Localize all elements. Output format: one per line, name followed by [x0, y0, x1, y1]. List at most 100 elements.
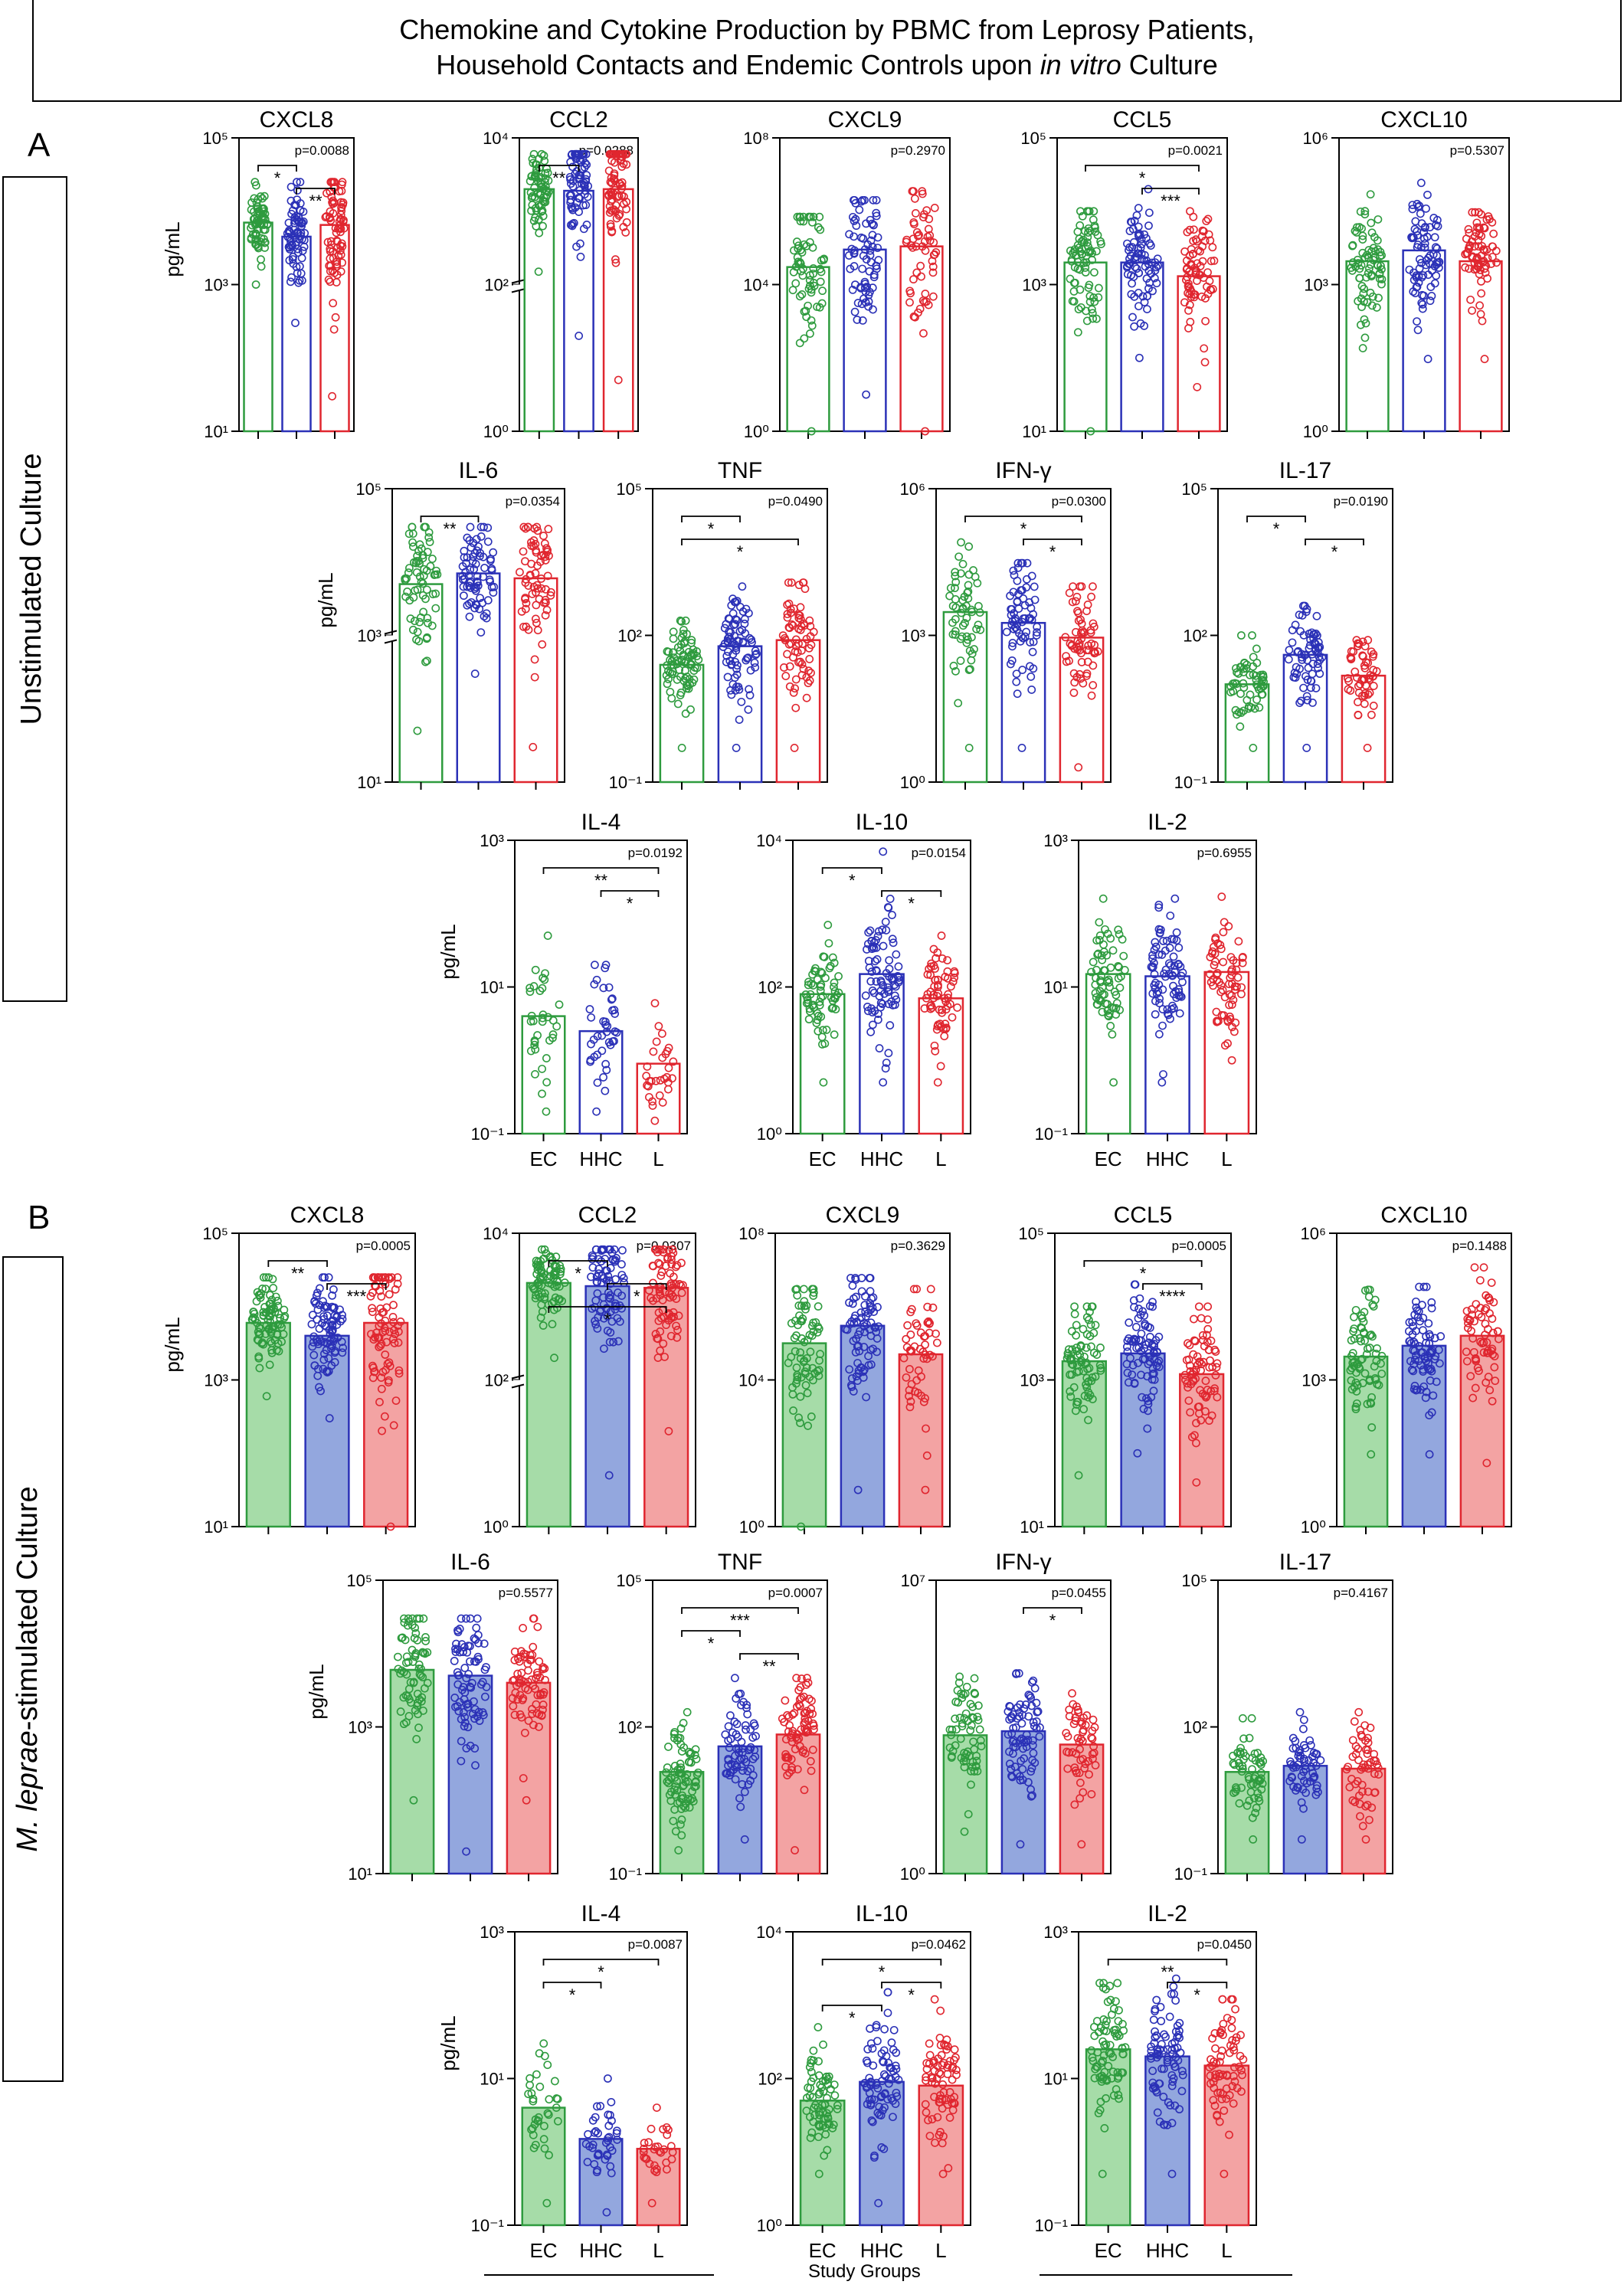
- data-point-ec: [534, 267, 543, 277]
- data-point-ec: [1082, 251, 1091, 260]
- data-point-hhc: [862, 219, 871, 228]
- data-point-hhc: [866, 926, 875, 935]
- data-point-ec: [1085, 207, 1094, 216]
- data-point-ec: [1089, 957, 1098, 967]
- data-point-ec: [1076, 221, 1085, 230]
- p-value-label: p=0.0087: [628, 1937, 683, 1952]
- data-point-ec: [531, 172, 540, 182]
- data-point-hhc: [848, 285, 857, 294]
- y-tick-label: 10⁴: [738, 1371, 765, 1390]
- data-point-ec: [1087, 1342, 1095, 1351]
- y-tick-label: 10³: [901, 627, 925, 646]
- data-point-ec: [422, 585, 431, 594]
- data-point-ec: [393, 1652, 402, 1661]
- data-point-l: [1189, 212, 1198, 221]
- significance-bracket: [1085, 165, 1200, 172]
- data-point-ec: [1089, 215, 1098, 224]
- data-point-hhc: [1151, 938, 1160, 947]
- data-point-l: [1196, 247, 1204, 256]
- data-point-ec: [806, 271, 814, 280]
- data-point-hhc: [284, 218, 293, 227]
- chart-title: IFN-γ: [995, 458, 1051, 483]
- data-point-hhc: [293, 195, 302, 205]
- title-line-2-start: Household Contacts and Endemic Controls …: [436, 49, 1040, 80]
- data-point-l: [905, 286, 915, 296]
- data-point-l: [1480, 224, 1489, 233]
- data-point-l: [912, 242, 921, 251]
- data-point-hhc: [1127, 290, 1136, 299]
- data-point-l: [332, 260, 342, 269]
- data-point-hhc: [1153, 254, 1162, 263]
- data-point-hhc: [313, 1305, 323, 1314]
- data-point-hhc: [844, 251, 853, 260]
- data-point-l: [919, 329, 928, 338]
- axis-break-mark: [384, 630, 398, 635]
- data-point-ec: [1098, 894, 1108, 903]
- data-point-hhc: [471, 583, 480, 591]
- data-point-l: [1182, 265, 1191, 274]
- data-point-ec: [798, 271, 807, 280]
- data-point-l: [796, 603, 805, 612]
- data-point-ec: [795, 339, 804, 348]
- data-point-hhc: [1132, 211, 1141, 220]
- data-point-hhc: [476, 594, 485, 603]
- data-point-l: [621, 227, 630, 237]
- y-tick-label: 10⁰: [483, 1517, 509, 1537]
- data-point-hhc: [851, 198, 860, 208]
- data-point-hhc: [479, 552, 488, 561]
- data-point-l: [332, 228, 341, 237]
- data-point-l: [607, 156, 617, 165]
- data-point-l: [918, 242, 927, 251]
- data-point-l: [906, 1330, 915, 1339]
- data-point-ec: [1085, 226, 1095, 235]
- chart-title: CCL2: [549, 107, 608, 133]
- y-tick-label: 10⁴: [756, 831, 782, 850]
- data-point-l: [914, 308, 922, 317]
- y-tick-label: 10²: [617, 1718, 642, 1737]
- data-point-l: [1068, 1689, 1076, 1698]
- data-point-l: [614, 375, 623, 385]
- data-point-hhc: [466, 522, 475, 532]
- y-tick-label: 10⁻¹: [1174, 773, 1207, 792]
- data-point-hhc: [458, 562, 467, 571]
- data-point-ec: [418, 579, 427, 588]
- data-point-hhc: [866, 287, 874, 296]
- data-point-ec: [957, 538, 965, 547]
- data-point-ec: [830, 1030, 839, 1039]
- data-point-l: [912, 227, 922, 237]
- data-point-ec: [539, 2039, 548, 2048]
- data-point-ec: [542, 1078, 552, 1087]
- x-tick-label-l: L: [653, 1147, 663, 1170]
- data-point-l: [605, 208, 614, 218]
- data-point-hhc: [1426, 283, 1436, 292]
- data-point-l: [532, 522, 542, 532]
- data-point-l: [1203, 1315, 1213, 1324]
- data-point-hhc: [1125, 227, 1135, 235]
- data-point-ec: [1069, 249, 1078, 257]
- x-tick-label-ec: EC: [809, 1147, 837, 1170]
- chart-title: IL-2: [1148, 810, 1187, 835]
- data-point-l: [1217, 892, 1226, 902]
- data-point-hhc: [1128, 313, 1137, 322]
- data-point-l: [918, 213, 928, 221]
- data-point-hhc: [591, 961, 599, 970]
- chart-title: IL-17: [1279, 1550, 1331, 1575]
- data-point-hhc: [575, 208, 583, 216]
- data-point-ec: [969, 566, 977, 574]
- data-point-hhc: [293, 244, 303, 254]
- data-point-hhc: [1158, 1021, 1167, 1030]
- data-point-ec: [1090, 268, 1098, 277]
- data-point-hhc: [572, 242, 581, 251]
- data-point-hhc: [1419, 1326, 1427, 1335]
- data-point-ec: [1086, 427, 1095, 436]
- data-point-ec: [964, 542, 974, 551]
- data-point-l: [1344, 685, 1353, 694]
- data-point-hhc: [1154, 1029, 1164, 1039]
- data-point-l: [652, 1037, 661, 1046]
